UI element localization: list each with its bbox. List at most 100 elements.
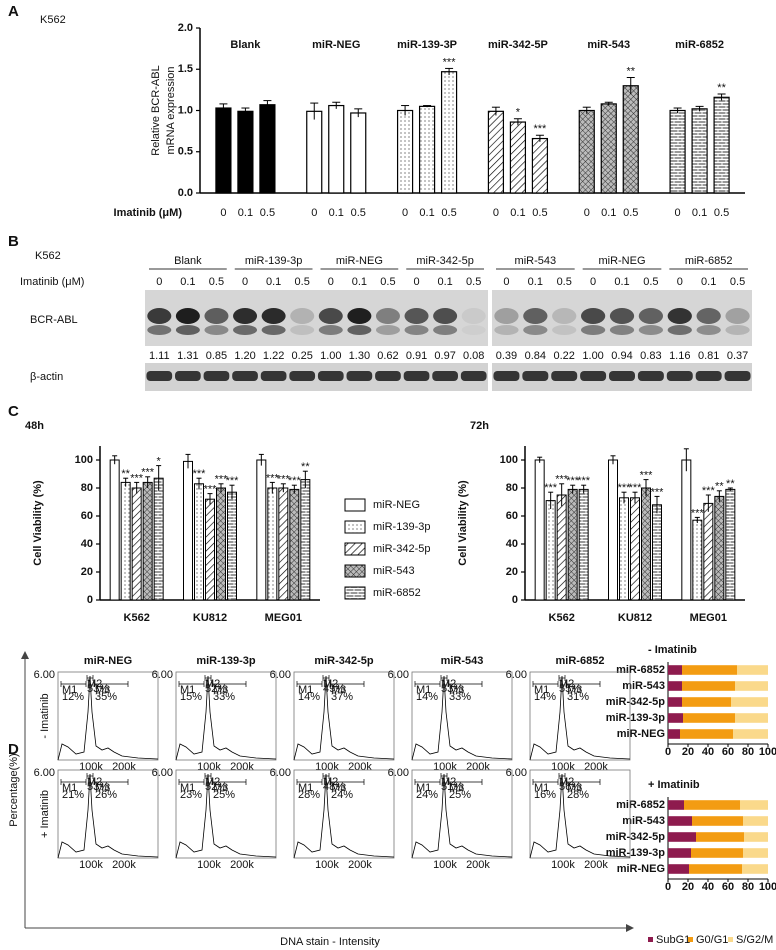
gate-percent: 33% bbox=[449, 691, 471, 703]
histogram bbox=[57, 675, 159, 761]
gate-label: M1 bbox=[298, 684, 313, 696]
band bbox=[461, 308, 486, 324]
y-tick-label: 60 bbox=[506, 510, 518, 522]
quantification: 0.85 bbox=[206, 350, 227, 362]
y-tick-label: 6.00 bbox=[270, 767, 291, 779]
x-tick-label: 40 bbox=[702, 746, 714, 758]
significance: *** bbox=[651, 486, 665, 498]
bar bbox=[691, 108, 708, 194]
significance: *** bbox=[544, 482, 558, 494]
gate-percent: 53% bbox=[441, 683, 463, 695]
y-tick-label: 80 bbox=[506, 482, 518, 494]
x-tick-label: 0.5 bbox=[714, 207, 729, 219]
gate-label: M1 bbox=[298, 782, 313, 794]
gate-percent: 51% bbox=[441, 781, 463, 793]
x-tick-label: 20 bbox=[682, 881, 694, 893]
legend-swatch bbox=[648, 937, 653, 942]
quantification: 0.25 bbox=[291, 350, 312, 362]
bar bbox=[556, 494, 567, 601]
significance: ** bbox=[726, 478, 735, 490]
band bbox=[725, 325, 750, 335]
bar bbox=[509, 121, 527, 194]
dose-label: 0.5 bbox=[466, 276, 481, 288]
histogram bbox=[411, 773, 513, 859]
gate-label: M1 bbox=[534, 684, 549, 696]
band bbox=[609, 325, 635, 335]
gate-percent: 53% bbox=[87, 683, 109, 695]
gate-percent: 31% bbox=[567, 691, 589, 703]
dose-label: 0 bbox=[328, 276, 334, 288]
x-tick-label: 0 bbox=[220, 207, 226, 219]
significance: *** bbox=[204, 484, 218, 496]
gate-label: M3 bbox=[95, 684, 110, 696]
bar bbox=[567, 488, 578, 601]
dose-label: 0.1 bbox=[352, 276, 367, 288]
y-tick-label: 100 bbox=[500, 454, 518, 466]
histogram bbox=[175, 675, 277, 761]
x-tick-label: 0.5 bbox=[532, 207, 547, 219]
stacked-segment bbox=[696, 832, 744, 842]
quantification: 1.00 bbox=[320, 350, 341, 362]
x-tick-label: 100k bbox=[315, 761, 339, 773]
quantification: 0.83 bbox=[640, 350, 661, 362]
stacked-segment bbox=[689, 864, 742, 874]
gate-percent: 23% bbox=[180, 789, 202, 801]
dose-label: 0 bbox=[156, 276, 162, 288]
x-tick-label: 200k bbox=[112, 859, 136, 871]
stacked-segment bbox=[668, 848, 691, 858]
band bbox=[146, 371, 173, 381]
x-tick-label: 100 bbox=[759, 746, 776, 758]
band bbox=[290, 308, 315, 324]
bar bbox=[142, 481, 153, 601]
quantification: 0.39 bbox=[496, 350, 517, 362]
bar bbox=[328, 104, 345, 194]
x-tick-label: 80 bbox=[742, 881, 754, 893]
stacked-segment bbox=[683, 713, 735, 723]
significance: *** bbox=[691, 507, 705, 519]
gate-percent: 48% bbox=[323, 781, 345, 793]
dose-label: 0.1 bbox=[437, 276, 452, 288]
histogram-frame bbox=[175, 769, 277, 859]
y-tick-label: miR-139-3p bbox=[606, 847, 666, 859]
band bbox=[204, 325, 229, 335]
histogram bbox=[529, 773, 631, 859]
bar bbox=[487, 110, 505, 194]
y-tick-label: 1.0 bbox=[178, 104, 193, 116]
histogram bbox=[293, 773, 395, 859]
panel-label: D bbox=[8, 741, 19, 758]
bar bbox=[120, 481, 131, 601]
x-axis-title: DNA stain - Intensity bbox=[280, 936, 380, 948]
dose-label: 0 bbox=[242, 276, 248, 288]
significance: *** bbox=[215, 474, 229, 486]
stacked-segment bbox=[680, 729, 733, 739]
bar bbox=[278, 487, 289, 601]
gate-percent: 14% bbox=[298, 691, 320, 703]
stacked-segment bbox=[740, 800, 768, 810]
band bbox=[725, 308, 750, 324]
gate-percent: 33% bbox=[213, 691, 235, 703]
gate-label: M3 bbox=[331, 684, 346, 696]
dose-label: 0.5 bbox=[730, 276, 745, 288]
column-title: miR-342-5p bbox=[314, 655, 374, 667]
band bbox=[261, 308, 286, 324]
legend-swatch bbox=[728, 937, 733, 942]
group-label: miR-342-5P bbox=[488, 39, 548, 51]
band bbox=[433, 308, 458, 324]
gate-label: M3 bbox=[449, 782, 464, 794]
gate-percent: 12% bbox=[62, 691, 84, 703]
bar bbox=[289, 488, 300, 601]
quantification: 0.22 bbox=[554, 350, 575, 362]
y-tick-label: 6.00 bbox=[506, 669, 527, 681]
x-tick-label: 40 bbox=[702, 881, 714, 893]
quantification: 0.37 bbox=[727, 350, 748, 362]
band bbox=[147, 325, 172, 335]
gate-percent: 16% bbox=[534, 789, 556, 801]
band bbox=[461, 325, 486, 335]
x-tick-label: 200k bbox=[584, 859, 608, 871]
histogram bbox=[529, 675, 631, 761]
stacked-segment bbox=[668, 697, 682, 707]
legend-swatch bbox=[344, 520, 366, 534]
panel-label: A bbox=[8, 3, 19, 20]
x-tick-label: K562 bbox=[549, 612, 575, 624]
